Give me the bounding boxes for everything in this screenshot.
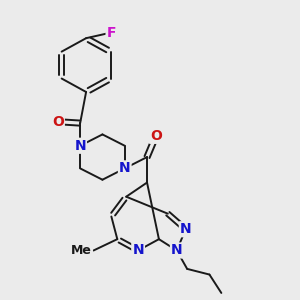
Text: N: N <box>119 161 130 176</box>
Text: N: N <box>171 244 183 257</box>
Text: Me: Me <box>71 244 92 257</box>
Text: O: O <box>52 115 64 129</box>
Text: N: N <box>74 139 86 153</box>
Text: O: O <box>150 129 162 143</box>
Text: N: N <box>180 222 191 236</box>
Text: N: N <box>132 244 144 257</box>
Text: F: F <box>106 26 116 40</box>
